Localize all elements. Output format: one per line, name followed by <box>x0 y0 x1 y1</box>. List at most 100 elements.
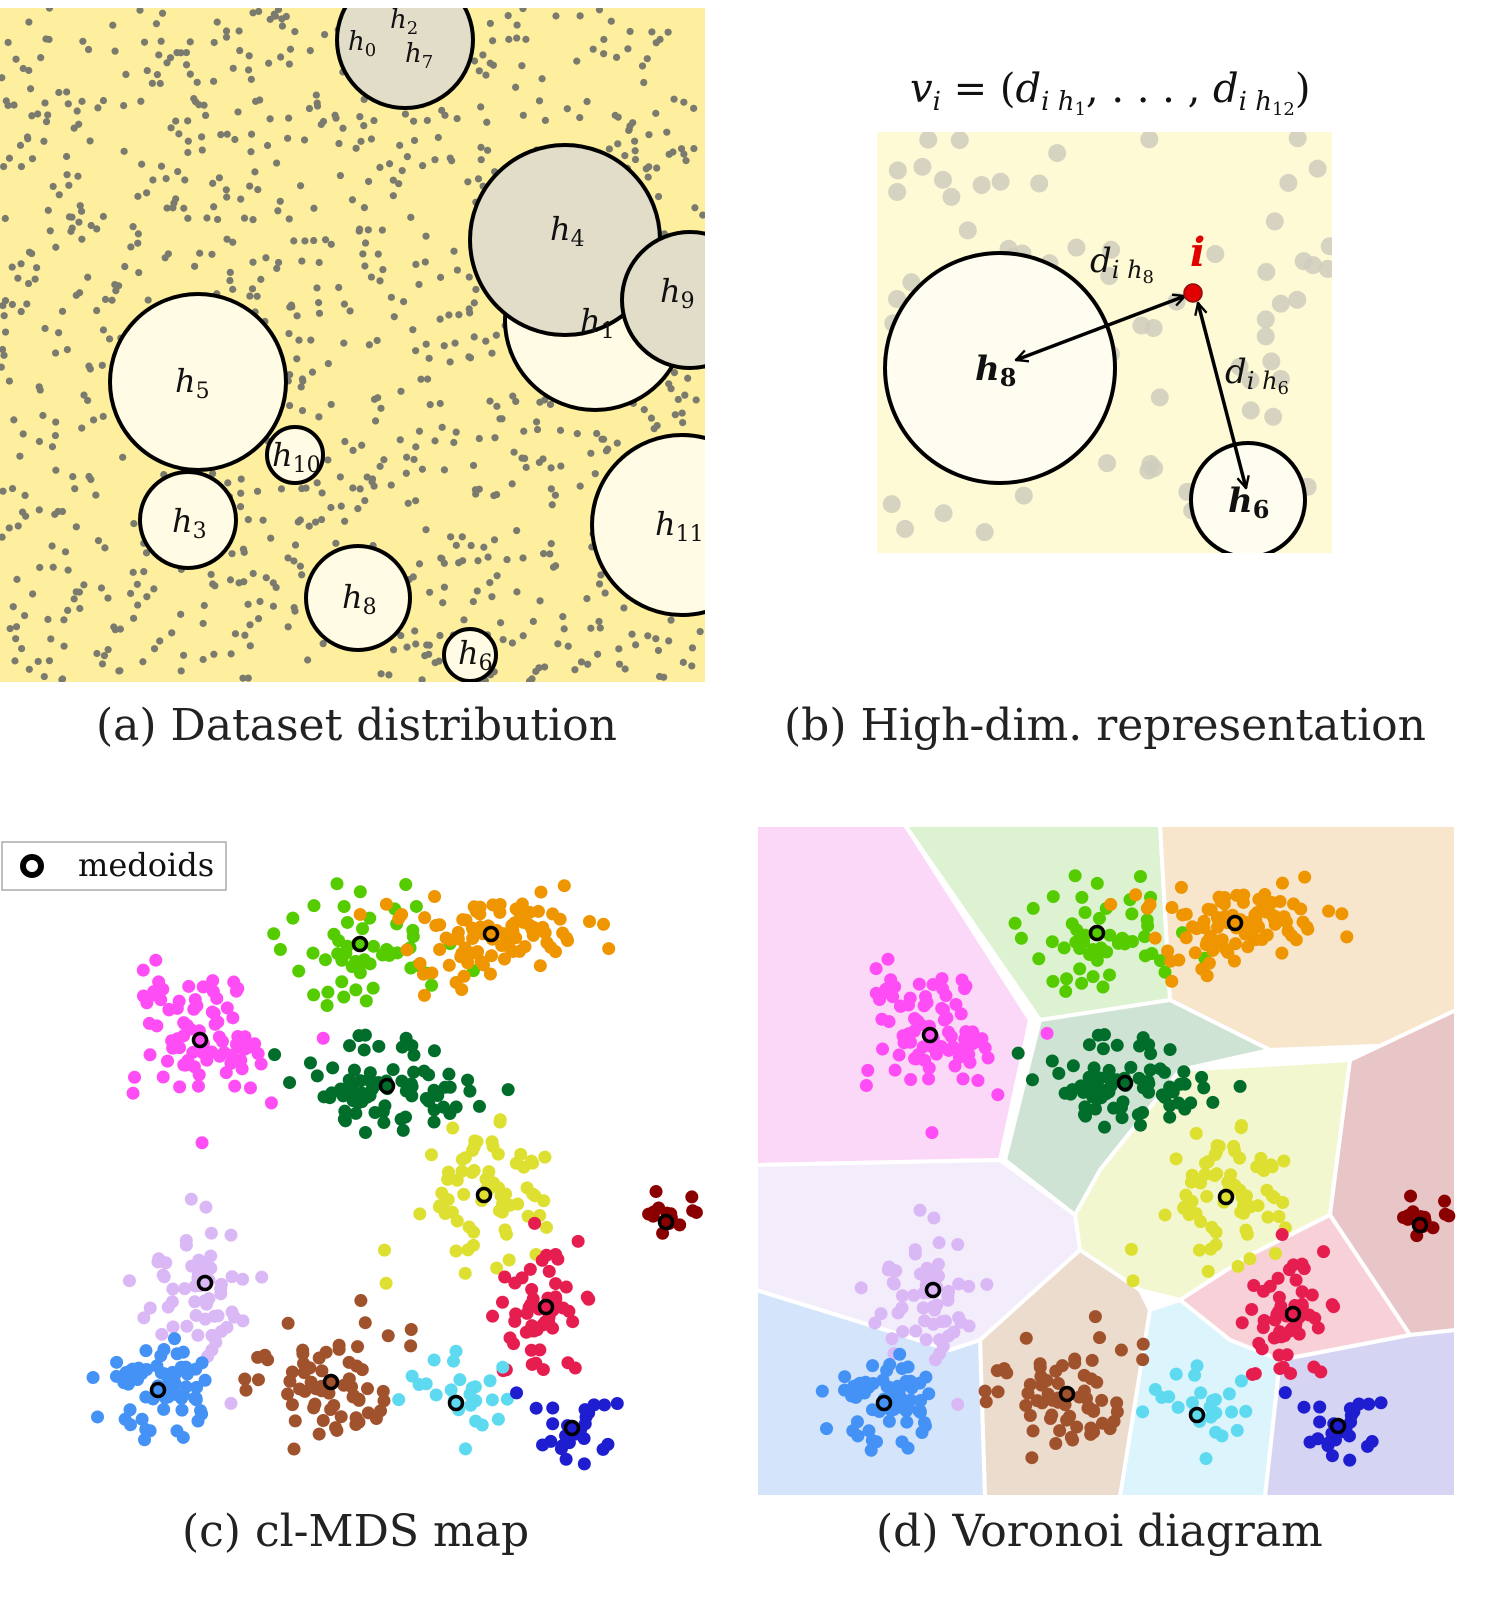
cluster-point <box>379 897 393 911</box>
cluster-point <box>1057 941 1071 955</box>
cluster-point <box>355 1363 369 1377</box>
cluster-point <box>1133 869 1147 883</box>
data-point <box>340 300 349 308</box>
cluster-point <box>1295 1257 1309 1271</box>
data-point <box>888 161 907 180</box>
data-point <box>101 295 110 303</box>
cluster-point <box>1030 1394 1044 1408</box>
cluster-point <box>883 1358 897 1372</box>
data-point <box>169 204 177 212</box>
cluster-point <box>1194 1386 1208 1400</box>
medoid-marker <box>563 1419 581 1437</box>
cluster-point <box>1124 1242 1138 1256</box>
cluster-point <box>1110 1405 1124 1419</box>
data-point <box>153 71 161 79</box>
cluster-point <box>1272 1290 1286 1304</box>
cluster-point <box>1276 1195 1290 1209</box>
cluster-point <box>1275 1228 1289 1242</box>
cluster-point <box>151 1255 165 1269</box>
data-point <box>596 624 604 632</box>
data-point <box>28 249 36 258</box>
medoid-marker <box>378 1077 396 1095</box>
cluster-point <box>458 941 472 955</box>
data-point <box>679 658 687 666</box>
cluster-point <box>261 1353 275 1367</box>
data-point <box>87 221 95 230</box>
data-point <box>591 470 599 478</box>
cluster-point <box>455 1164 469 1178</box>
data-point <box>293 312 301 320</box>
data-point <box>459 557 467 565</box>
data-point <box>440 342 448 350</box>
cluster-point <box>927 1211 941 1225</box>
data-point <box>111 47 119 55</box>
cluster-point <box>1303 1435 1317 1449</box>
medoid-marker <box>1058 1385 1076 1403</box>
cluster-point <box>316 1414 330 1428</box>
data-point <box>120 147 128 155</box>
data-point <box>40 137 48 145</box>
cluster-point <box>883 1381 897 1395</box>
cluster-point <box>896 1325 910 1339</box>
data-point <box>359 250 367 258</box>
data-point <box>474 175 483 183</box>
data-point <box>92 491 100 499</box>
data-point <box>403 153 411 161</box>
cluster-point <box>264 1096 278 1110</box>
data-point <box>324 360 332 368</box>
cluster-point <box>162 1003 176 1017</box>
data-point <box>8 484 17 493</box>
data-point <box>640 406 648 414</box>
data-point <box>421 652 429 660</box>
cluster-point <box>1264 1158 1278 1172</box>
cluster-point <box>381 1329 395 1343</box>
cluster-point <box>1115 1111 1129 1125</box>
data-point <box>156 79 164 88</box>
data-point <box>234 108 242 116</box>
data-point <box>155 51 163 59</box>
data-point <box>556 426 565 434</box>
data-point <box>458 533 466 541</box>
data-point <box>594 650 602 658</box>
cluster-point <box>1240 1227 1254 1241</box>
data-point <box>253 292 261 300</box>
data-point <box>306 46 314 55</box>
cluster-point <box>1204 1410 1218 1424</box>
data-point <box>653 164 661 172</box>
data-point <box>313 284 321 292</box>
cluster-point <box>525 1283 539 1296</box>
data-point <box>39 411 47 420</box>
cluster-point <box>981 1051 995 1065</box>
data-point <box>19 430 27 438</box>
cluster-point <box>1426 1221 1440 1235</box>
cluster-point <box>536 920 550 934</box>
cluster-point <box>354 1294 368 1308</box>
cluster-point <box>1311 1321 1325 1335</box>
cluster-point <box>404 1323 418 1337</box>
data-point <box>665 150 673 158</box>
medoid-marker <box>1217 1188 1235 1206</box>
cluster-point <box>1234 1374 1248 1388</box>
data-point <box>1030 174 1049 193</box>
cluster-point <box>510 1386 524 1400</box>
data-point <box>547 485 555 493</box>
cluster-point <box>930 1268 944 1282</box>
data-point <box>1132 316 1151 335</box>
cluster-point <box>361 1406 375 1420</box>
data-point <box>315 413 323 421</box>
data-point <box>942 187 961 206</box>
data-point <box>209 469 217 478</box>
cluster-point <box>519 1325 533 1339</box>
cluster-point <box>214 1282 228 1296</box>
cluster-point <box>337 1112 351 1126</box>
cluster-point <box>1256 899 1270 913</box>
data-point <box>76 289 84 297</box>
data-point <box>486 579 494 587</box>
data-point <box>563 105 571 113</box>
data-point <box>274 207 282 215</box>
cluster-point <box>932 1236 946 1250</box>
data-point <box>600 50 608 58</box>
data-point <box>601 589 609 597</box>
data-point <box>198 146 206 154</box>
medoid-legend-icon <box>20 854 44 878</box>
